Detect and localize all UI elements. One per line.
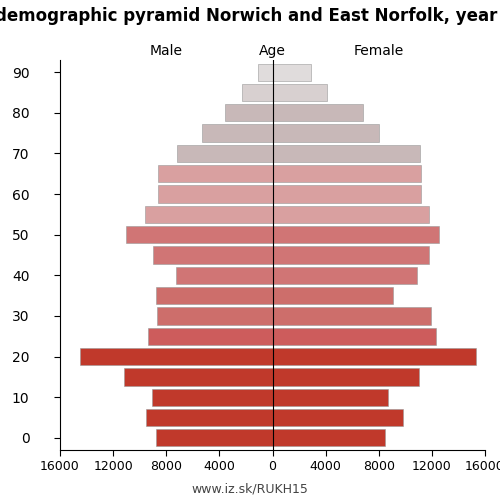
Title: demographic pyramid Norwich and East Norfolk, year 2019: demographic pyramid Norwich and East Nor… (0, 7, 500, 25)
Bar (124, 368, 272, 386)
Bar (258, 64, 272, 81)
Bar (158, 186, 272, 202)
Bar (272, 388, 388, 406)
Bar (272, 206, 429, 223)
Bar (272, 308, 430, 324)
Bar (80, 348, 272, 365)
Bar (272, 124, 379, 142)
Bar (272, 186, 421, 202)
Bar (272, 104, 363, 122)
Bar (152, 388, 272, 406)
Bar (156, 429, 272, 446)
Bar (272, 226, 438, 244)
Bar (272, 429, 386, 446)
Bar (158, 165, 272, 182)
Bar (272, 246, 429, 264)
Bar (272, 84, 327, 101)
Bar (177, 145, 272, 162)
Bar (272, 64, 311, 81)
Bar (157, 308, 272, 324)
Bar (146, 409, 272, 426)
Bar (272, 368, 418, 386)
Bar (153, 246, 272, 264)
Text: www.iz.sk/RUKH15: www.iz.sk/RUKH15 (192, 482, 308, 495)
Bar (272, 266, 418, 284)
Bar (272, 348, 476, 365)
Bar (145, 206, 272, 223)
Bar (272, 409, 402, 426)
Text: Female: Female (354, 44, 404, 58)
Bar (272, 328, 436, 345)
Bar (176, 266, 272, 284)
Bar (272, 145, 420, 162)
Bar (224, 104, 272, 122)
Bar (126, 226, 272, 244)
Bar (242, 84, 272, 101)
Bar (272, 287, 394, 304)
Bar (156, 287, 272, 304)
Bar (272, 165, 421, 182)
Text: Male: Male (150, 44, 183, 58)
Bar (148, 328, 272, 345)
Text: Age: Age (259, 44, 286, 58)
Bar (202, 124, 272, 142)
